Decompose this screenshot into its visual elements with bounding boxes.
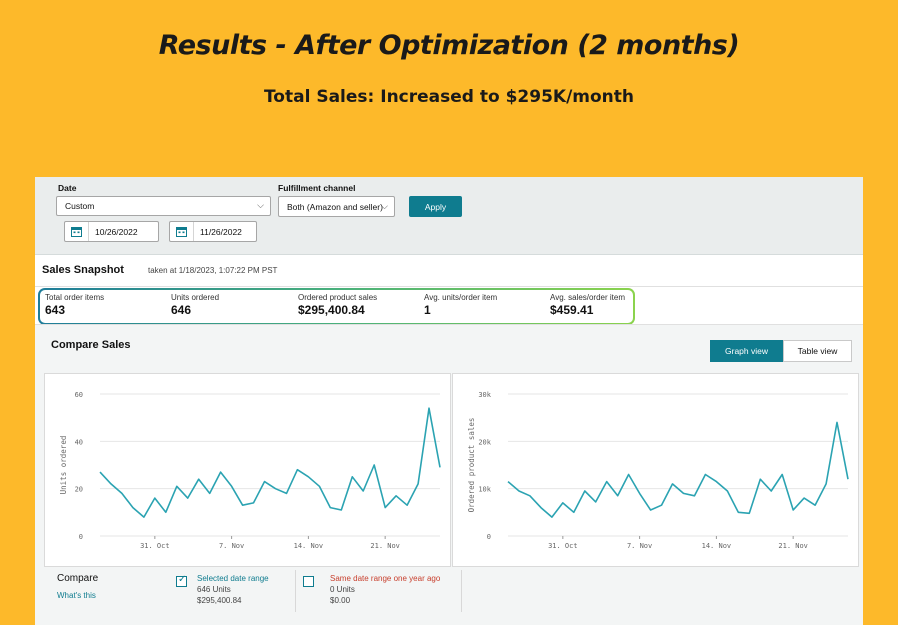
- metric-avg-units-per-order-item: Avg. units/order item 1: [424, 293, 497, 317]
- x-tick-label: 7. Nov: [219, 542, 244, 550]
- headline: Results - After Optimization (2 months): [158, 30, 740, 61]
- start-date-value: 10/26/2022: [95, 226, 138, 237]
- series-line: [99, 407, 441, 518]
- compare-sales-title: Compare Sales: [51, 339, 131, 351]
- x-tick-label: 21. Nov: [778, 542, 808, 550]
- metric-label: Total order items: [45, 293, 105, 302]
- metric-value: 646: [171, 303, 192, 317]
- selected-range-label: Selected date range: [197, 574, 269, 583]
- metric-value: 1: [424, 303, 431, 317]
- fulfillment-channel-label: Fulfillment channel: [278, 183, 356, 193]
- graph-view-button[interactable]: Graph view: [710, 340, 783, 362]
- y-tick-label: 60: [75, 391, 83, 399]
- y-tick-label: 10k: [478, 486, 491, 494]
- metric-value: $459.41: [550, 303, 594, 317]
- metric-total-order-items: Total order items 643: [45, 293, 104, 317]
- snapshot-timestamp: taken at 1/18/2023, 1:07:22 PM PST: [148, 266, 278, 275]
- series-line: [507, 421, 849, 518]
- metric-value: $295,400.84: [298, 303, 365, 317]
- chevron-down-icon: ⌵: [257, 199, 264, 210]
- last-year-sales: $0.00: [330, 596, 351, 605]
- calendar-icon: [65, 222, 89, 241]
- y-tick-label: 0: [79, 533, 83, 541]
- divider: [295, 570, 296, 612]
- fulfillment-channel-value: Both (Amazon and seller): [287, 201, 383, 212]
- divider: [461, 570, 462, 612]
- y-tick-label: 20: [75, 486, 83, 494]
- apply-button[interactable]: Apply: [409, 196, 462, 217]
- fulfillment-channel-select[interactable]: Both (Amazon and seller) ⌵: [278, 196, 395, 217]
- ordered-product-sales-chart: 0 10k 20k 30k Ordered product sales 31. Oct 7.…: [452, 373, 859, 567]
- date-range-select[interactable]: Custom ⌵: [56, 196, 271, 216]
- selected-range-sales: $295,400.84: [197, 596, 242, 605]
- subheadline: Total Sales: Increased to $295K/month: [263, 87, 635, 107]
- selected-range-legend: Selected date range 646 Units $295,400.8…: [197, 573, 269, 606]
- metric-ordered-product-sales: Ordered product sales $295,400.84: [298, 293, 377, 317]
- metric-label: Avg. units/order item: [424, 293, 498, 302]
- metric-label: Units ordered: [171, 293, 220, 302]
- chevron-down-icon: ⌵: [381, 200, 388, 211]
- metric-units-ordered: Units ordered 646: [171, 293, 219, 317]
- y-tick-label: 20k: [478, 438, 491, 446]
- y-tick-label: 40: [75, 438, 83, 446]
- metric-label: Ordered product sales: [298, 293, 378, 302]
- metric-label: Avg. sales/order item: [550, 293, 625, 302]
- x-tick-label: 31. Oct: [548, 542, 578, 550]
- x-tick-label: 21. Nov: [370, 542, 400, 550]
- end-date-field[interactable]: 11/26/2022: [169, 221, 257, 242]
- y-axis-label: Ordered product sales: [467, 418, 476, 513]
- sales-dashboard-panel: Date Custom ⌵ 10/26/2022 11/26/2022 Fulf…: [35, 177, 863, 625]
- divider: [35, 286, 863, 287]
- snapshot-metrics-highlight: Total order items 643 Units ordered 646 …: [38, 288, 635, 325]
- date-range-value: Custom: [65, 201, 95, 211]
- y-tick-label: 0: [487, 533, 491, 541]
- units-ordered-chart-svg: 0 20 40 60 Units ordered 31. Oct 7. Nov 14. Nov…: [59, 391, 441, 550]
- divider: [35, 324, 863, 325]
- date-label: Date: [58, 183, 77, 193]
- selected-range-checkbox[interactable]: ✓: [176, 574, 187, 587]
- y-axis-label: Units ordered: [59, 436, 68, 495]
- x-tick-label: 31. Oct: [140, 542, 170, 550]
- calendar-icon: [170, 222, 194, 241]
- filters-bar: Date Custom ⌵ 10/26/2022 11/26/2022 Fulf…: [35, 177, 863, 255]
- table-view-button[interactable]: Table view: [783, 340, 852, 362]
- metric-avg-sales-per-order-item: Avg. sales/order item $459.41: [550, 293, 625, 317]
- selected-range-units: 646 Units: [197, 585, 231, 594]
- compare-label: Compare: [57, 573, 99, 584]
- last-year-legend: Same date range one year ago 0 Units $0.…: [330, 573, 440, 606]
- whats-this-link[interactable]: What's this: [57, 591, 96, 600]
- last-year-units: 0 Units: [330, 585, 355, 594]
- x-tick-label: 7. Nov: [627, 542, 652, 550]
- x-tick-label: 14. Nov: [294, 542, 324, 550]
- last-year-label: Same date range one year ago: [330, 574, 441, 583]
- y-tick-label: 30k: [478, 391, 491, 399]
- end-date-value: 11/26/2022: [200, 226, 242, 237]
- x-tick-label: 14. Nov: [702, 542, 732, 550]
- metric-value: 643: [45, 303, 66, 317]
- start-date-field[interactable]: 10/26/2022: [64, 221, 159, 242]
- ordered-product-sales-chart-svg: 0 10k 20k 30k Ordered product sales 31. Oct 7.…: [467, 391, 849, 550]
- last-year-checkbox[interactable]: [303, 576, 314, 587]
- units-ordered-chart: 0 20 40 60 Units ordered 31. Oct 7. Nov 14. Nov…: [44, 373, 451, 567]
- checkmark-icon: ✓: [178, 574, 187, 585]
- sales-snapshot-title: Sales Snapshot: [42, 264, 124, 276]
